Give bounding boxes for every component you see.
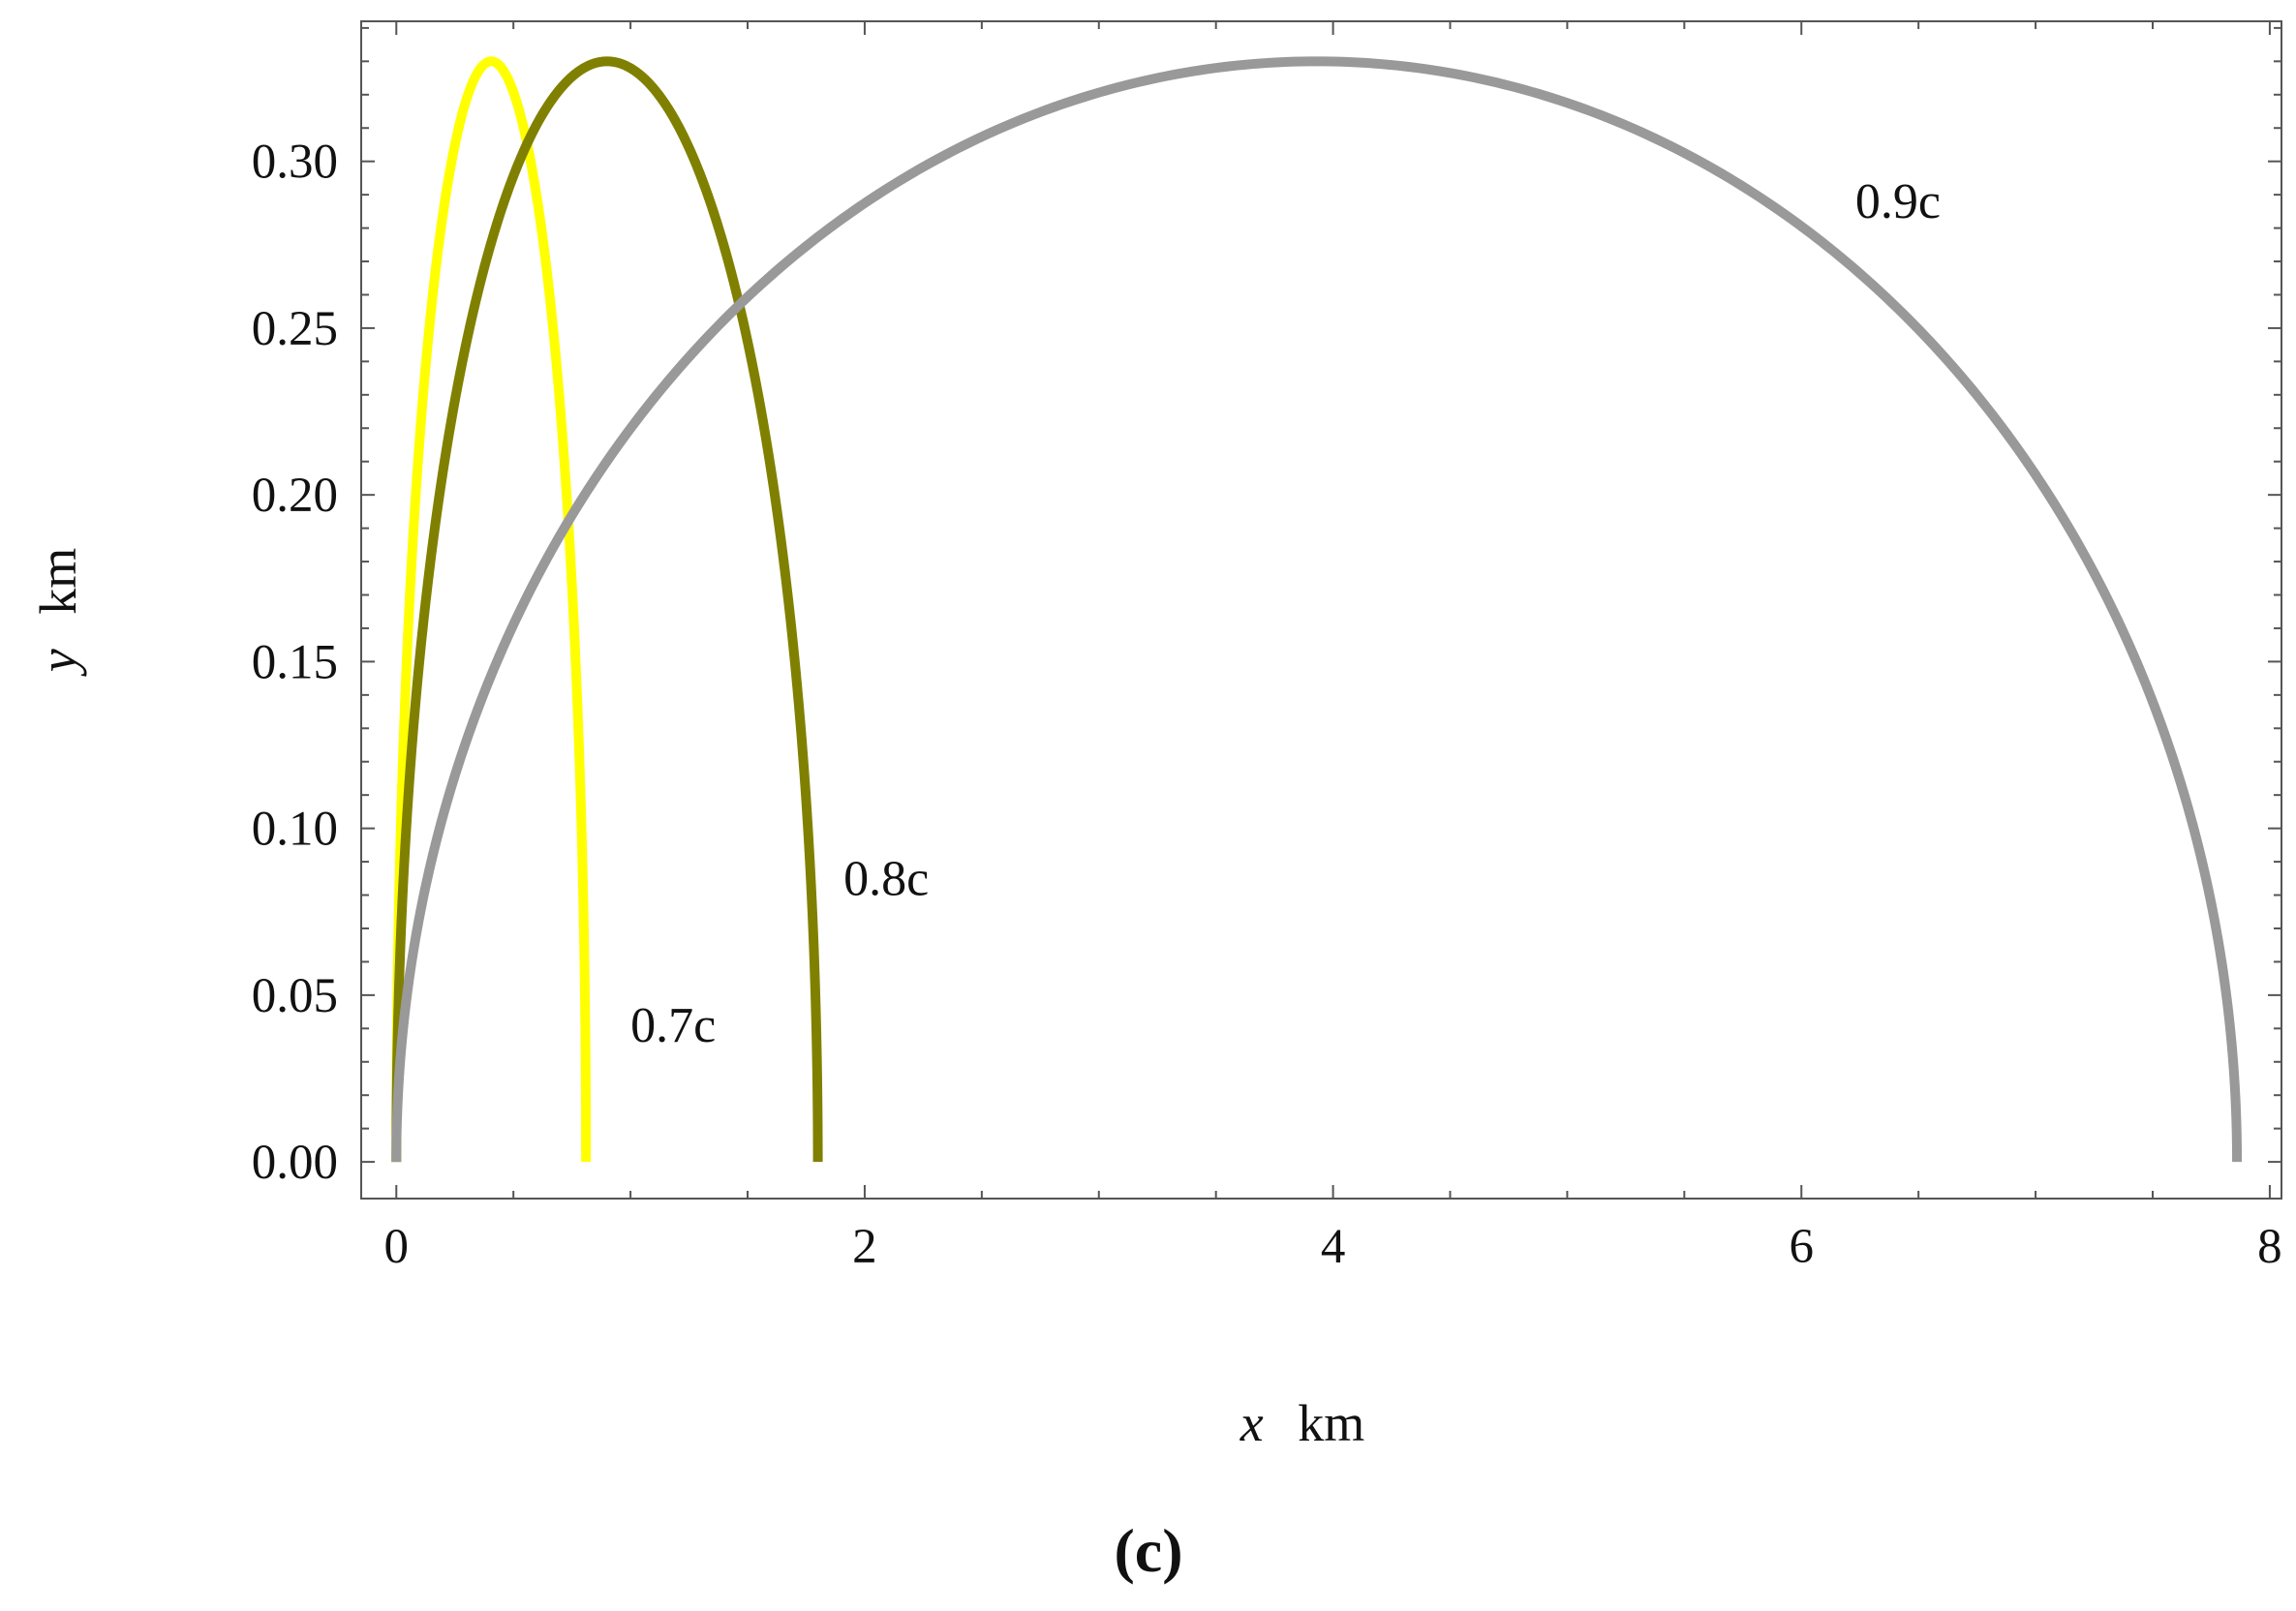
axis-ticks bbox=[361, 21, 2281, 1199]
plot-frame bbox=[360, 20, 2282, 1200]
plot-frame-rect bbox=[360, 20, 2282, 1200]
x-axis-unit: km bbox=[1298, 1394, 1364, 1452]
y-tick-label: 0.30 bbox=[252, 136, 338, 190]
series-line-0-8c bbox=[391, 56, 823, 1163]
series-line-0-7c bbox=[391, 56, 592, 1163]
series-label-0-7c: 0.7c bbox=[630, 998, 716, 1053]
x-axis-var: x bbox=[1240, 1394, 1264, 1452]
series-lines bbox=[391, 56, 2243, 1163]
tick-labels: 0 2 4 6 8 0.00 0.05 0.10 0.15 0.20 0.25 0.30 bbox=[252, 136, 2282, 1274]
y-tick-label: 0.15 bbox=[252, 635, 338, 689]
y-tick-label: 0.20 bbox=[252, 469, 338, 523]
series-labels: 0.7c 0.8c 0.9c bbox=[630, 174, 1941, 1053]
x-axis-label: x km bbox=[1240, 1394, 1364, 1452]
x-tick-label: 4 bbox=[1321, 1220, 1346, 1274]
y-tick-label: 0.25 bbox=[252, 302, 338, 356]
series-label-0-9c: 0.9c bbox=[1855, 174, 1941, 229]
y-tick-label: 0.00 bbox=[252, 1136, 338, 1190]
series-label-0-8c: 0.8c bbox=[843, 852, 929, 907]
x-tick-label: 6 bbox=[1790, 1220, 1815, 1274]
series-line-0-9c bbox=[391, 56, 2243, 1163]
x-tick-label: 8 bbox=[2257, 1220, 2282, 1274]
y-tick-label: 0.05 bbox=[252, 969, 338, 1023]
x-tick-label: 0 bbox=[384, 1220, 410, 1274]
y-axis-label: y km bbox=[29, 548, 87, 677]
x-tick-label: 2 bbox=[852, 1220, 877, 1274]
y-axis-var: y bbox=[29, 649, 87, 677]
y-axis-unit: km bbox=[29, 548, 87, 615]
panel-label: (c) bbox=[1114, 1516, 1182, 1585]
y-tick-label: 0.10 bbox=[252, 803, 338, 857]
